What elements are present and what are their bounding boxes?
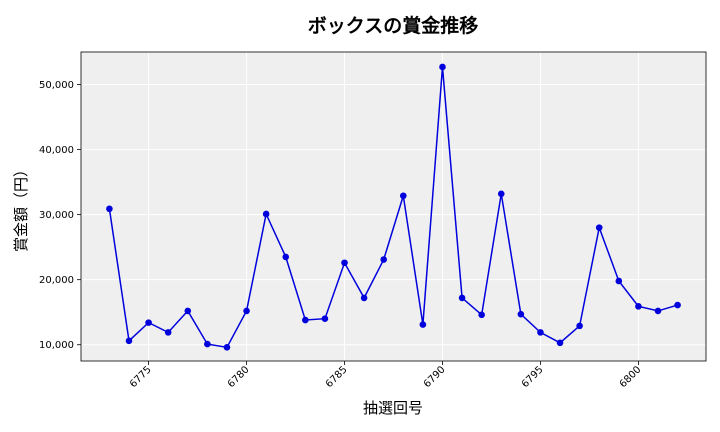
data-point [517,310,525,318]
data-point [302,316,309,324]
data-point [360,294,368,302]
x-tick-label: 6790 [422,364,448,390]
y-tick-label: 30,000 [39,210,74,221]
data-point [262,210,270,218]
plot-frame [80,51,707,362]
data-point [223,344,231,351]
series [106,63,681,351]
plot-area [81,52,706,361]
data-point [556,339,564,347]
data-point [204,340,211,348]
data-point [497,190,505,198]
data-point [282,253,290,261]
data-point [458,294,466,302]
y-axis-label: 賞金額（円） [12,162,30,252]
data-point [341,259,348,267]
data-point [635,303,642,310]
data-point [615,277,623,285]
x-tick-label: 6775 [128,364,154,390]
data-point [125,337,133,345]
chart-title: ボックスの賞金推移 [308,14,478,37]
data-point [439,63,446,71]
data-point [321,315,329,323]
data-point [478,311,485,319]
data-point [576,322,583,330]
data-point [654,307,662,315]
x-tick-label: 6780 [226,364,252,390]
series-line [108,66,678,349]
y-tick-label: 10,000 [39,340,74,351]
x-tick-label: 6800 [618,364,644,390]
y-tick-label: 50,000 [39,80,74,91]
grid [81,52,706,361]
data-point [419,321,427,328]
data-point [674,301,681,309]
data-point [595,224,603,231]
data-point [399,192,407,200]
x-tick-label: 6795 [520,364,546,390]
data-point [164,329,172,336]
data-point [184,307,192,315]
data-point [243,307,250,315]
x-tick-label: 6785 [324,364,350,390]
data-point [145,319,152,326]
y-tick-label: 40,000 [39,145,74,156]
data-point [537,329,544,336]
data-point [106,205,113,213]
x-axis-label: 抽選回号 [363,399,423,417]
data-point [380,256,388,263]
y-tick-label: 20,000 [39,275,74,286]
